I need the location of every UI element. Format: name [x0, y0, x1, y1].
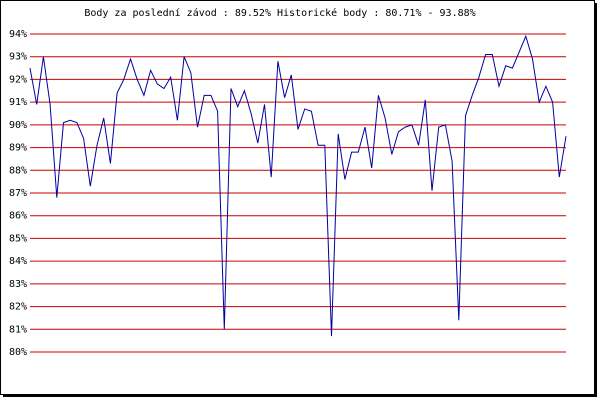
frame [0, 0, 595, 395]
data-line [29, 34, 567, 337]
y-tick-label: 92% [9, 74, 27, 85]
y-tick-label: 91% [9, 97, 27, 108]
chart-title: Body za poslední závod : 89.52% Historic… [84, 7, 475, 19]
y-tick-label: 90% [9, 120, 27, 131]
y-tick-label: 83% [9, 279, 27, 290]
y-tick-label: 94% [9, 29, 27, 40]
y-tick-label: 86% [9, 211, 27, 222]
y-tick-label: 93% [9, 52, 27, 63]
y-tick-label: 88% [9, 165, 27, 176]
y-tick-label: 80% [9, 347, 27, 358]
y-tick-label: 82% [9, 302, 27, 313]
y-tick-label: 89% [9, 143, 27, 154]
y-tick-label: 81% [9, 324, 27, 335]
y-tick-label: 85% [9, 233, 27, 244]
y-tick-label: 87% [9, 188, 27, 199]
y-tick-label: 84% [9, 256, 27, 267]
